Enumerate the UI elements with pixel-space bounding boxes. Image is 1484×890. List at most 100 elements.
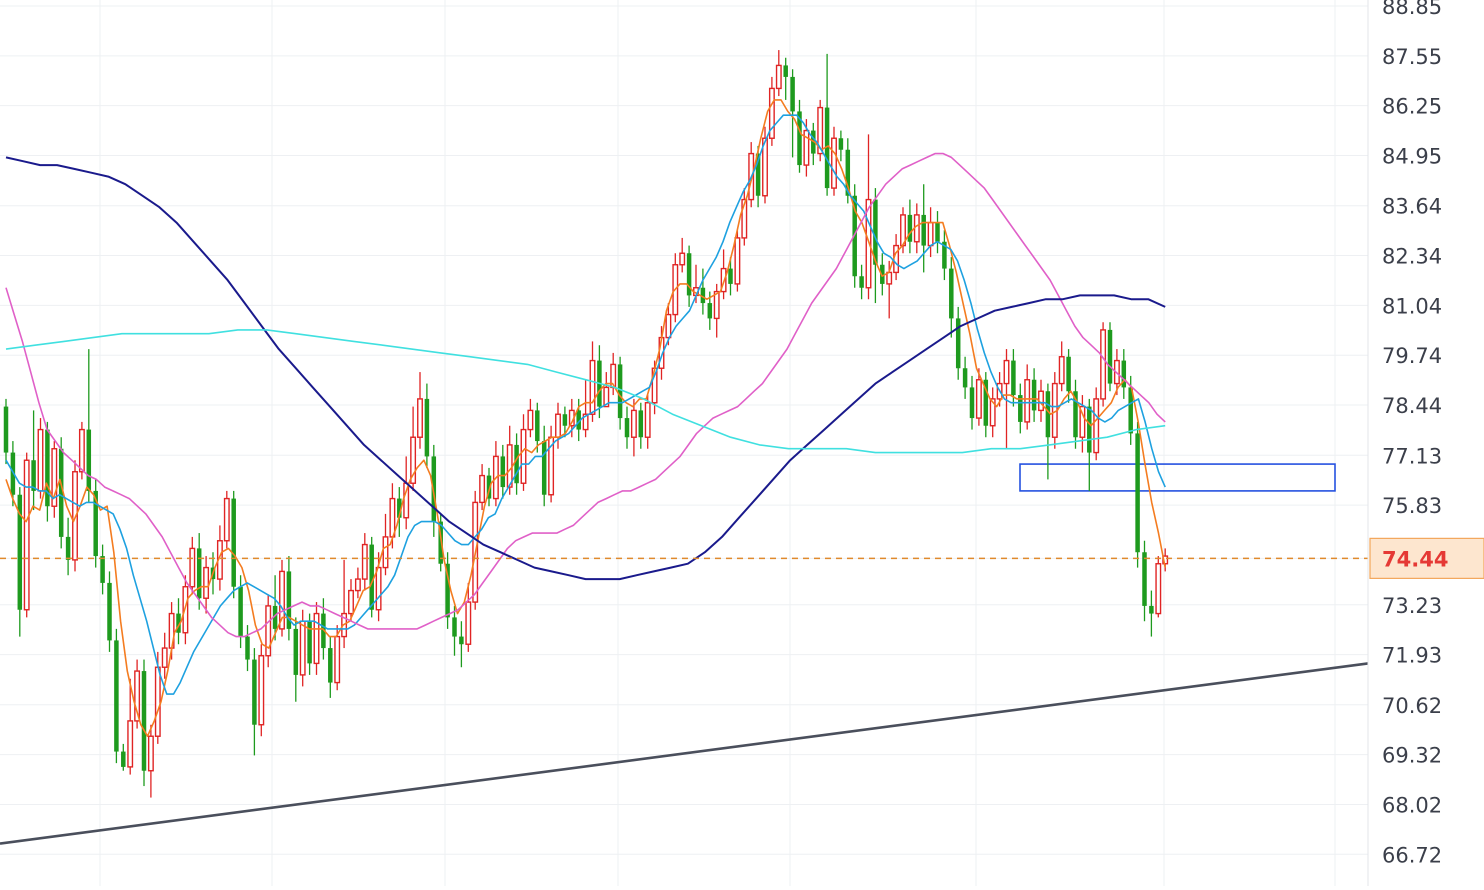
candle-up <box>161 632 168 679</box>
candle-body <box>775 64 782 90</box>
y-tick-label: 84.95 <box>1382 144 1442 168</box>
candle-up <box>203 556 210 614</box>
candle-down <box>369 536 374 618</box>
candle-body <box>755 153 761 196</box>
candle-body <box>686 253 692 296</box>
candle-body <box>582 413 589 431</box>
candle-up <box>37 418 44 499</box>
candle-body <box>535 410 540 442</box>
candle-body <box>313 612 320 665</box>
candle-body <box>17 494 23 610</box>
candle-body <box>962 368 968 388</box>
candle-down <box>272 575 278 641</box>
candle-body <box>161 647 168 668</box>
candle-body <box>1003 359 1010 385</box>
candle-body <box>1073 391 1078 438</box>
candle-down <box>824 53 830 196</box>
y-tick-label: 70.62 <box>1382 694 1442 718</box>
candle-body <box>555 413 561 438</box>
candle-body <box>279 570 285 630</box>
candle-up <box>1093 387 1100 461</box>
candle-body <box>803 129 810 166</box>
candle-up <box>361 533 368 591</box>
candle-body <box>410 436 417 484</box>
y-tick-label: 79.74 <box>1382 344 1442 368</box>
candle-up <box>865 134 872 300</box>
candle-down <box>500 444 506 499</box>
candle-body <box>886 271 893 285</box>
candle-body <box>630 409 637 438</box>
candle-down <box>728 257 733 296</box>
support-zone-rect <box>1019 463 1336 492</box>
candle-body <box>989 398 996 427</box>
candle-body <box>783 65 788 77</box>
candle-up <box>1024 364 1031 430</box>
candle-body <box>728 268 733 284</box>
candle-body <box>603 386 610 408</box>
candle-down <box>252 648 257 756</box>
y-tick-label: 69.32 <box>1382 744 1442 768</box>
candle-body <box>1024 379 1031 423</box>
candle-up <box>258 644 265 737</box>
candle-down <box>562 406 568 438</box>
y-tick-label: 86.25 <box>1382 95 1442 119</box>
candle-body <box>893 244 900 274</box>
moving-averages <box>5 99 1166 737</box>
candle-body <box>873 199 878 265</box>
candle-body <box>86 429 92 491</box>
candle-up <box>520 414 527 491</box>
candle-body <box>617 364 623 419</box>
candle-down <box>1142 540 1147 622</box>
candle-body <box>78 428 85 473</box>
candle-up <box>147 724 154 798</box>
candle-body <box>907 214 913 242</box>
candle-down <box>514 433 519 495</box>
candle-body <box>245 636 250 660</box>
candle-up <box>382 513 389 576</box>
candle-body <box>431 456 437 522</box>
candle-body <box>58 448 64 537</box>
candle-body <box>121 751 126 767</box>
candle-up <box>265 594 272 668</box>
candle-up <box>1058 341 1065 392</box>
y-tick-label: 75.83 <box>1382 494 1442 518</box>
candle-down <box>617 356 623 430</box>
y-tick-label: 78.44 <box>1382 394 1442 418</box>
y-tick-label: 68.02 <box>1382 793 1442 817</box>
candle-down <box>196 533 202 610</box>
candle-body <box>1121 360 1127 388</box>
candle-up <box>410 406 417 491</box>
candle-body <box>500 456 506 488</box>
candle-up <box>1155 556 1162 618</box>
candle-down <box>86 349 92 503</box>
candle-up <box>279 559 285 637</box>
candle-down <box>45 421 50 522</box>
candle-down <box>1149 590 1154 637</box>
candle-body <box>1066 356 1071 392</box>
candle-body <box>741 198 748 239</box>
candle-body <box>665 313 672 339</box>
candle-body <box>465 601 472 645</box>
candle-body <box>51 448 58 507</box>
candle-down <box>921 184 926 273</box>
candle-body <box>734 237 741 285</box>
ascending-trendline <box>0 662 1369 845</box>
y-tick-label: 66.72 <box>1382 843 1442 867</box>
y-tick-label: 87.55 <box>1382 45 1442 69</box>
candle-body <box>942 241 947 269</box>
candle-body <box>293 628 299 675</box>
candle-up <box>734 230 741 292</box>
candle-down <box>424 383 430 468</box>
candle-body <box>679 252 686 266</box>
candle-body <box>880 264 885 284</box>
candle-body <box>134 670 141 722</box>
candle-body <box>438 521 443 564</box>
candle-up <box>223 490 230 549</box>
candle-down <box>1121 349 1127 399</box>
candle-down <box>880 253 885 296</box>
current-price-label: 74.44 <box>1382 547 1448 571</box>
candle-down <box>942 230 947 281</box>
candle-body <box>700 287 706 304</box>
